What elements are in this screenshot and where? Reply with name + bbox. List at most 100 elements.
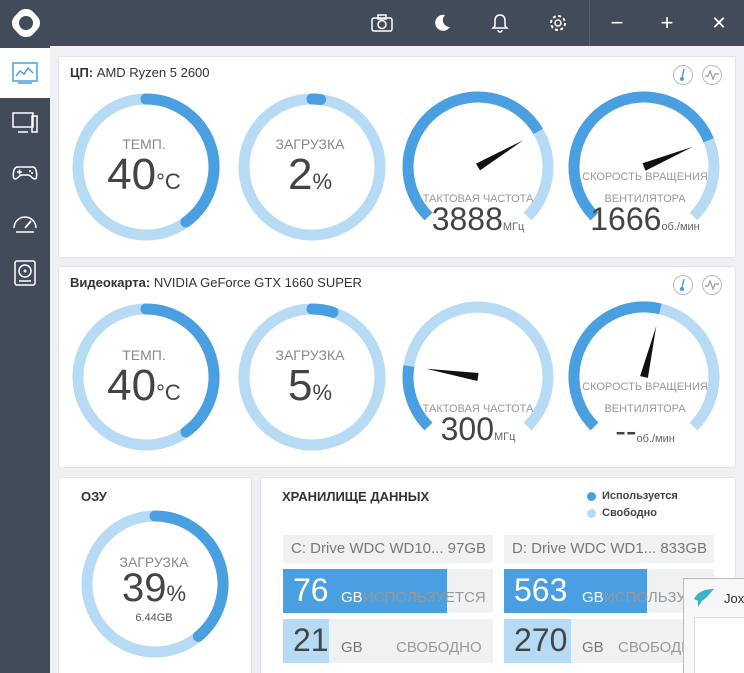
legend-used: Используется	[587, 490, 678, 502]
gpu-name: NVIDIA GeForce GTX 1660 SUPER	[153, 275, 362, 290]
gamepad-icon	[12, 166, 38, 180]
legend-used-label: Используется	[602, 490, 678, 502]
gpu-fan-label-1: СКОРОСТЬ ВРАЩЕНИЯ	[582, 381, 708, 393]
ram-load-value: 39%	[84, 566, 224, 611]
drive-c-used-number: 76	[293, 572, 329, 608]
drive-c-free-bar: 21 GB СВОБОДНО	[283, 619, 493, 663]
minimize-button[interactable]: −	[610, 10, 624, 35]
cpu-fan-value: 1666об./мин	[570, 201, 720, 238]
drive-c-used-fill	[283, 569, 447, 613]
dashboard-icon	[12, 62, 38, 84]
legend-free: Свободно	[587, 507, 657, 519]
gpu-fan-number: --	[615, 413, 637, 449]
storage-title: ХРАНИЛИЩЕ ДАННЫХ	[282, 489, 429, 504]
speedometer-icon	[13, 216, 37, 233]
ram-load-label: ЗАГРУЗКА	[119, 554, 189, 570]
gpu-chart-button[interactable]	[702, 275, 722, 295]
sidebar-item-gaming[interactable]	[0, 148, 50, 198]
gpu-load-label: ЗАГРУЗКА	[275, 347, 345, 363]
title-bar: − + ✕	[0, 0, 744, 46]
gpu-fan-label-2: ВЕНТИЛЯТОРА	[604, 403, 686, 415]
bell-icon	[491, 14, 509, 33]
gpu-clock-number: 300	[440, 411, 494, 447]
pulse-icon	[705, 280, 719, 290]
close-button[interactable]: ✕	[711, 12, 727, 33]
settings-button[interactable]	[540, 0, 576, 46]
drive-d-free-fill	[504, 619, 572, 663]
drive-d-free-unit: GB	[582, 639, 604, 656]
gpu-temp-label: ТЕМП.	[122, 347, 166, 363]
drive-d-name: D: Drive WDC WD1... 833GB	[504, 535, 714, 563]
drive-d-used-fill	[504, 569, 647, 613]
computer-icon	[12, 112, 38, 133]
drive-d-free-bar: 270 GB СВОБОДНО	[504, 619, 714, 663]
drive-c-free-fill	[283, 619, 330, 663]
sidebar-item-performance[interactable]	[0, 198, 50, 248]
drive-c-used-unit: GB	[341, 589, 363, 606]
gpu-info-button[interactable]	[673, 275, 693, 295]
ram-used-size: 6.44GB	[135, 612, 173, 624]
sidebar-item-dashboard[interactable]	[0, 48, 50, 98]
cpu-info-button[interactable]	[673, 65, 693, 85]
ram-load-number: 39	[121, 566, 167, 610]
sidebar-item-storage[interactable]	[0, 248, 50, 298]
cpu-fan-unit: об./мин	[661, 221, 700, 233]
gpu-temp-number: 40	[107, 361, 157, 410]
drive-c-used-bar: 76 GB ИСПОЛЬЗУЕТСЯ	[283, 569, 493, 613]
sidebar	[0, 46, 50, 673]
gpu-load-unit: %	[312, 380, 333, 405]
maximize-button[interactable]: +	[660, 10, 674, 35]
cpu-temp-value: 40°C	[74, 150, 214, 200]
cpu-title: ЦП: AMD Ryzen 5 2600	[70, 65, 210, 80]
legend-free-label: Свободно	[602, 507, 657, 519]
cpu-fan-label-2: ВЕНТИЛЯТОРА	[604, 193, 686, 205]
cpu-clock-number: 3888	[431, 201, 503, 237]
cpu-title-prefix: ЦП:	[70, 65, 94, 80]
app-logo-icon	[12, 9, 40, 37]
theme-toggle-button[interactable]	[424, 0, 460, 46]
moon-icon	[435, 14, 450, 31]
drive-d-used-number: 563	[514, 572, 568, 608]
sidebar-item-system[interactable]	[0, 98, 50, 148]
cpu-load-unit: %	[312, 169, 333, 194]
gpu-load-number: 5	[287, 361, 313, 410]
drive-c-free-unit: GB	[341, 639, 363, 656]
popup-text: Jox	[724, 591, 744, 606]
screenshot-button[interactable]	[364, 0, 400, 46]
ram-title-text: ОЗУ	[81, 489, 107, 504]
drive-c-free-number: 21	[293, 622, 329, 658]
cpu-load-label: ЗАГРУЗКА	[275, 136, 345, 152]
drive-c-free-label: СВОБОДНО	[396, 639, 482, 656]
ram-title: ОЗУ	[81, 489, 107, 504]
gpu-title: Видеокарта: NVIDIA GeForce GTX 1660 SUPE…	[70, 275, 362, 290]
cpu-temp-label: ТЕМП.	[122, 136, 166, 152]
gpu-load-value: 5%	[240, 361, 380, 411]
thermometer-icon	[680, 278, 685, 291]
thermometer-icon	[680, 68, 685, 81]
legend-free-dot	[587, 508, 596, 518]
gpu-clock-unit: МГц	[493, 431, 516, 443]
ram-load-unit: %	[166, 581, 187, 606]
cpu-temp-unit: °C	[156, 169, 181, 194]
cpu-load-value: 2%	[240, 150, 380, 200]
camera-icon	[371, 14, 393, 32]
cpu-clock-unit: МГц	[502, 221, 525, 233]
drive-d-used-unit: GB	[582, 589, 604, 606]
cpu-name: AMD Ryzen 5 2600	[96, 65, 210, 80]
gpu-fan-unit: об./мин	[636, 433, 675, 445]
title-separator	[589, 0, 590, 46]
pulse-icon	[705, 70, 719, 80]
popup-body	[694, 617, 744, 673]
drive-c-name: C: Drive WDC WD10... 97GB	[283, 535, 493, 563]
cpu-fan-label-1: СКОРОСТЬ ВРАЩЕНИЯ	[582, 171, 708, 183]
legend-used-dot	[587, 491, 596, 501]
notifications-button[interactable]	[482, 0, 518, 46]
drive-c-used-label: ИСПОЛЬЗУЕТСЯ	[363, 589, 486, 606]
gpu-temp-unit: °C	[156, 380, 181, 405]
cpu-chart-button[interactable]	[702, 65, 722, 85]
drive-d-free-label: СВОБОДНО	[618, 639, 704, 656]
notification-popup[interactable]: Jox	[683, 578, 744, 673]
cpu-load-number: 2	[287, 150, 313, 199]
bird-icon	[694, 589, 714, 607]
cpu-fan-number: 1666	[590, 201, 662, 237]
